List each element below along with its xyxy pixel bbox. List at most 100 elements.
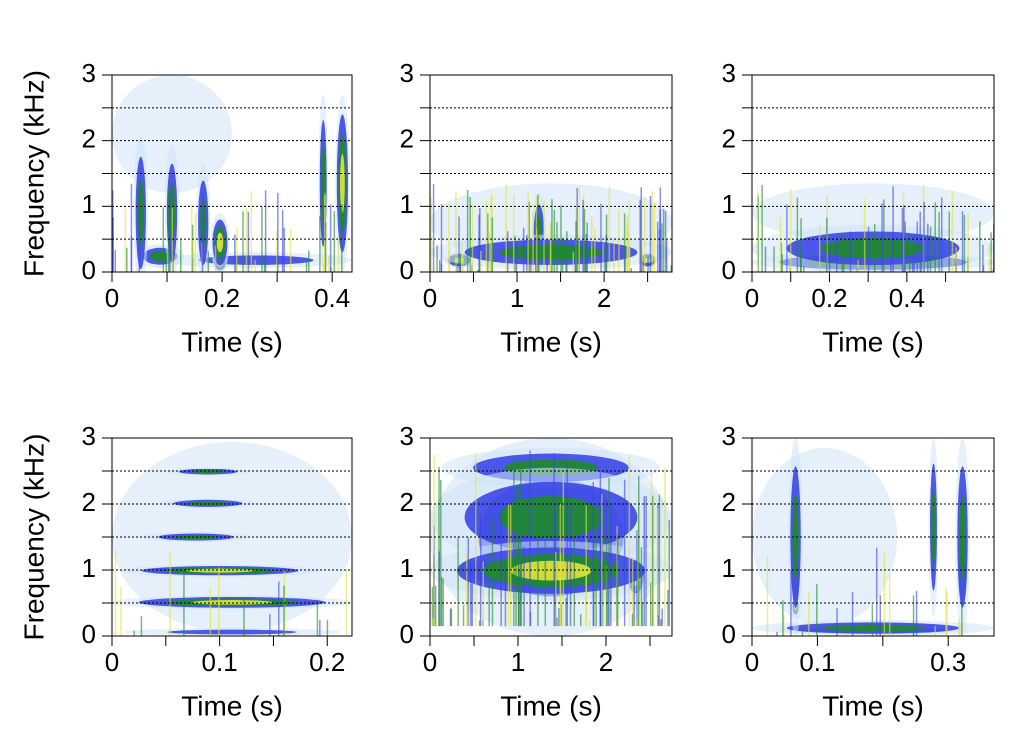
intensity-streak xyxy=(992,224,994,272)
intensity-streak xyxy=(592,481,594,627)
intensity-streak xyxy=(162,207,165,272)
x-tick-label: 0 xyxy=(105,283,119,313)
intensity-streak xyxy=(579,614,582,627)
y-tick-label: 1 xyxy=(82,553,96,583)
intensity-streak xyxy=(130,183,133,272)
intensity-streak xyxy=(544,532,547,627)
intensity-streak xyxy=(485,200,488,272)
y-tick-label: 3 xyxy=(400,421,414,451)
intensity-streak xyxy=(218,567,220,636)
intensity-streak xyxy=(658,494,661,627)
intensity-streak xyxy=(504,556,507,627)
intensity-streak xyxy=(803,266,805,272)
intensity-streak xyxy=(526,270,528,272)
intensity-blob xyxy=(149,251,171,262)
x-tick-label: 0.2 xyxy=(309,647,345,677)
y-tick-label: 1 xyxy=(400,553,414,583)
intensity-streak xyxy=(801,631,804,636)
x-axis-label: Time (s) xyxy=(181,690,283,721)
intensity-streak xyxy=(537,194,539,272)
y-tick-label: 2 xyxy=(400,124,414,154)
intensity-streak xyxy=(505,184,507,272)
intensity-streak xyxy=(934,202,936,272)
intensity-streak xyxy=(990,232,992,272)
intensity-streak xyxy=(562,472,565,627)
intensity-streak xyxy=(247,211,250,272)
intensity-streak xyxy=(438,259,441,272)
intensity-streak xyxy=(583,208,586,272)
intensity-streak xyxy=(776,632,778,636)
intensity-streak xyxy=(333,210,336,272)
intensity-streak xyxy=(979,221,981,272)
intensity-streak xyxy=(582,199,584,272)
intensity-streak xyxy=(915,590,918,636)
intensity-blob xyxy=(167,629,297,635)
intensity-streak xyxy=(912,595,915,636)
intensity-streak xyxy=(556,222,558,272)
intensity-streak xyxy=(781,254,783,272)
intensity-streak xyxy=(628,455,631,627)
intensity-streak xyxy=(890,257,892,272)
y-tick-label: 3 xyxy=(722,58,736,88)
y-tick-label: 2 xyxy=(400,487,414,517)
intensity-streak xyxy=(624,256,626,272)
intensity-streak xyxy=(482,561,484,627)
intensity-streak xyxy=(324,222,327,272)
y-tick-label: 0 xyxy=(82,619,96,649)
intensity-streak xyxy=(528,201,530,272)
intensity-streak xyxy=(916,221,918,272)
intensity-streak xyxy=(466,553,468,627)
intensity-streak xyxy=(532,212,534,272)
intensity-streak xyxy=(913,252,915,272)
intensity-streak xyxy=(537,524,539,627)
intensity-streak xyxy=(214,245,217,272)
intensity-streak xyxy=(281,210,284,272)
intensity-streak xyxy=(651,495,654,627)
intensity-streak xyxy=(235,227,238,272)
x-tick-label: 0.4 xyxy=(314,283,350,313)
intensity-streak xyxy=(662,269,664,272)
intensity-streak xyxy=(851,591,854,636)
intensity-streak xyxy=(440,576,443,627)
intensity-streak xyxy=(816,584,818,636)
intensity-streak xyxy=(124,203,127,272)
intensity-streak xyxy=(578,186,580,272)
x-axis-label: Time (s) xyxy=(181,326,283,357)
intensity-streak xyxy=(929,226,932,272)
intensity-streak xyxy=(513,455,515,627)
intensity-streak xyxy=(657,221,659,272)
intensity-streak xyxy=(908,236,911,272)
intensity-blob xyxy=(340,153,345,213)
intensity-streak xyxy=(650,473,653,627)
intensity-streak xyxy=(269,614,271,636)
intensity-streak xyxy=(808,590,810,636)
intensity-streak xyxy=(594,227,596,272)
intensity-streak xyxy=(572,251,575,272)
intensity-streak xyxy=(667,589,669,627)
y-tick-label: 1 xyxy=(722,553,736,583)
intensity-blob xyxy=(821,238,925,259)
intensity-blob xyxy=(187,501,229,506)
intensity-streak xyxy=(871,604,874,636)
intensity-streak xyxy=(959,622,961,636)
intensity-streak xyxy=(565,597,567,627)
intensity-streak xyxy=(488,555,490,627)
intensity-streak xyxy=(323,195,326,272)
intensity-streak xyxy=(440,479,442,627)
intensity-streak xyxy=(133,630,135,636)
intensity-streak xyxy=(636,530,638,627)
intensity-streak xyxy=(491,516,494,627)
intensity-blob xyxy=(190,469,226,474)
intensity-streak xyxy=(923,201,925,272)
x-tick-label: 1 xyxy=(511,647,525,677)
intensity-streak xyxy=(951,191,954,272)
intensity-streak xyxy=(616,534,619,627)
intensity-streak xyxy=(556,617,558,627)
x-tick-label: 0 xyxy=(745,647,759,677)
intensity-streak xyxy=(442,578,444,627)
y-tick-label: 0 xyxy=(722,619,736,649)
intensity-streak xyxy=(799,250,802,272)
intensity-streak xyxy=(948,211,950,272)
intensity-streak xyxy=(638,475,640,627)
intensity-streak xyxy=(640,547,643,627)
